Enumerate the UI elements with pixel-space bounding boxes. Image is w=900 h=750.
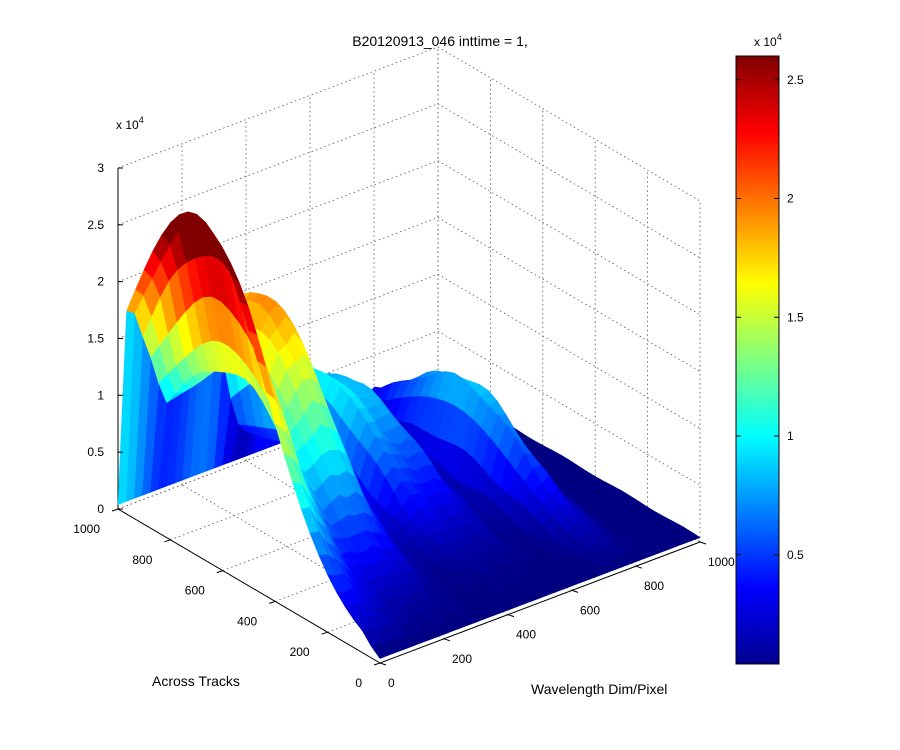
x-tick-mark xyxy=(571,589,579,593)
z-tick-label: 0 xyxy=(97,502,104,516)
grid-line xyxy=(117,273,701,429)
grid-line xyxy=(117,103,701,259)
colorbar-tick-label: 2.5 xyxy=(787,73,804,87)
z-axis-ticks: 0 0.5 1 1.5 2 2.5 3 xyxy=(87,161,123,516)
colorbar-tick-label: 1.5 xyxy=(787,310,804,324)
surface-patch xyxy=(370,642,389,659)
y-tick-label: 400 xyxy=(237,614,257,628)
grid-line xyxy=(117,330,701,486)
z-exponent-label: x 104 xyxy=(116,115,144,132)
colorbar xyxy=(735,55,780,665)
x-axis-ticks: 0 200 400 600 800 1000 xyxy=(379,541,735,690)
y-axis-ticks: 0 200 400 600 800 1000 xyxy=(73,508,381,690)
colorbar-exponent-label: x 104 xyxy=(754,32,782,49)
z-tick-label: 0.5 xyxy=(87,445,104,459)
x-axis-label: Wavelength Dim/Pixel xyxy=(531,681,667,697)
x-axis-line xyxy=(379,541,701,664)
z-tick-label: 2 xyxy=(97,275,104,289)
z-tick-label: 1.5 xyxy=(87,332,104,346)
x-tick-label: 1000 xyxy=(708,555,735,569)
x-tick-mark xyxy=(635,565,643,569)
x-tick-label: 200 xyxy=(452,652,472,666)
y-tick-mark xyxy=(164,539,171,543)
colorbar-ticks: 0.5 1 1.5 2 2.5 xyxy=(736,73,804,562)
y-tick-label: 0 xyxy=(355,676,362,690)
x-tick-label: 400 xyxy=(516,628,536,642)
chart-title: B20120913_046 inttime = 1, xyxy=(352,33,528,49)
colorbar-tick-label: 1 xyxy=(787,429,794,443)
y-tick-mark xyxy=(321,631,328,635)
z-tick-label: 2.5 xyxy=(87,218,104,232)
x-tick-label: 0 xyxy=(388,676,395,690)
z-tick-label: 1 xyxy=(97,388,104,402)
x-tick-label: 600 xyxy=(580,603,600,617)
x-tick-mark xyxy=(699,541,707,545)
y-tick-mark xyxy=(373,662,381,666)
y-tick-label: 1000 xyxy=(73,522,100,536)
y-axis-label: Across Tracks xyxy=(152,673,240,689)
colorbar-tick-label: 0.5 xyxy=(787,548,804,562)
y-tick-mark xyxy=(269,600,276,604)
x-tick-mark xyxy=(507,614,515,618)
y-tick-label: 600 xyxy=(185,584,205,598)
x-tick-mark xyxy=(379,662,387,666)
x-tick-label: 800 xyxy=(644,579,664,593)
z-tick-label: 3 xyxy=(97,161,104,175)
y-tick-label: 800 xyxy=(132,553,152,567)
y-axis-line xyxy=(117,508,381,664)
surface xyxy=(117,211,701,659)
y-tick-mark xyxy=(111,508,119,512)
y-tick-label: 200 xyxy=(290,645,310,659)
x-tick-mark xyxy=(443,638,451,642)
colorbar-tick-label: 2 xyxy=(787,192,794,206)
grid-line xyxy=(117,46,701,202)
y-tick-mark xyxy=(216,570,223,574)
grid-line xyxy=(117,160,701,316)
grid-line xyxy=(117,217,701,372)
